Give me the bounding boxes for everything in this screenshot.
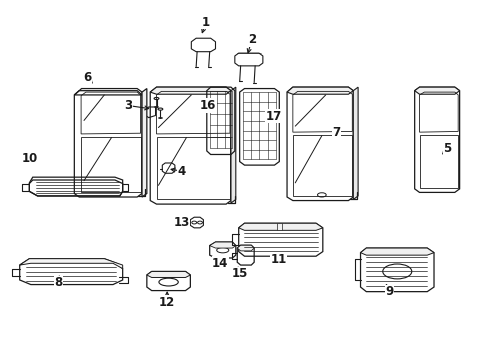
Ellipse shape (197, 221, 202, 224)
Text: 14: 14 (212, 257, 228, 270)
Polygon shape (238, 223, 322, 230)
Text: 8: 8 (54, 276, 62, 289)
Text: 13: 13 (173, 216, 189, 229)
Polygon shape (230, 87, 235, 203)
Polygon shape (352, 87, 357, 199)
Polygon shape (277, 223, 282, 230)
Polygon shape (209, 242, 235, 248)
Text: 5: 5 (443, 141, 451, 154)
Text: 2: 2 (247, 33, 255, 46)
Ellipse shape (191, 221, 196, 224)
Polygon shape (146, 271, 190, 278)
Polygon shape (150, 87, 230, 94)
Text: 12: 12 (159, 296, 175, 309)
Text: 7: 7 (332, 126, 340, 139)
Text: 10: 10 (21, 152, 38, 165)
Polygon shape (20, 259, 122, 269)
Polygon shape (414, 87, 459, 94)
Polygon shape (360, 248, 433, 255)
Text: 17: 17 (265, 110, 281, 123)
Text: 16: 16 (200, 99, 216, 112)
Text: 9: 9 (385, 285, 393, 298)
Text: 4: 4 (177, 165, 185, 177)
Text: 6: 6 (83, 71, 91, 84)
Text: 1: 1 (202, 16, 209, 29)
Text: 15: 15 (231, 267, 247, 280)
Polygon shape (237, 245, 254, 251)
Text: 3: 3 (124, 99, 132, 112)
Polygon shape (286, 87, 352, 94)
Polygon shape (142, 89, 146, 197)
Text: 11: 11 (270, 253, 286, 266)
